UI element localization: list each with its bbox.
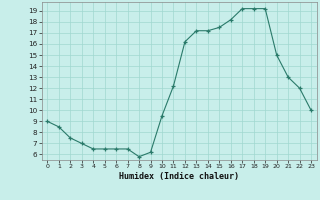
X-axis label: Humidex (Indice chaleur): Humidex (Indice chaleur) <box>119 172 239 181</box>
